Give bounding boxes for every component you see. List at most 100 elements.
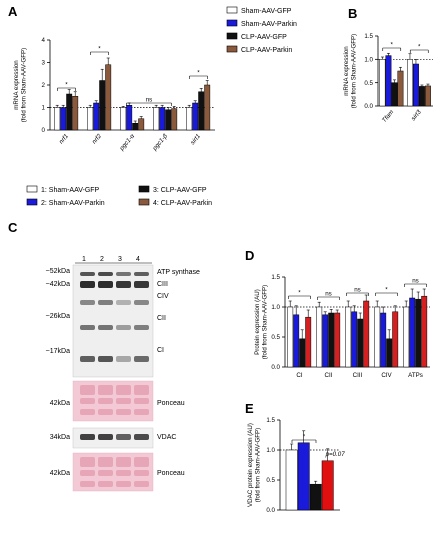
bar (392, 311, 399, 368)
bar (351, 311, 358, 368)
y-tick-label: 0 (42, 127, 46, 134)
bar (60, 107, 67, 131)
x-tick-label: CIII (353, 372, 363, 379)
bar (297, 442, 310, 511)
blot-target-label: ATP synthase (157, 269, 200, 276)
blot-band (134, 281, 149, 288)
legend-swatch-clp-gfp (226, 32, 238, 40)
legend-label-sham-gfp: Sham-AAV-GFP (241, 8, 292, 15)
ponceau-band (116, 398, 131, 404)
molecular-weight-label: 42kDa (50, 470, 70, 477)
significance-label: * (197, 70, 200, 77)
y-tick-label: 3 (42, 60, 46, 67)
significance-label: ns (325, 291, 332, 298)
blot-ponceau-2 (72, 452, 154, 492)
y-axis-label: mRNA expression (13, 60, 20, 110)
molecular-weight-label: ~17kDa (46, 348, 70, 355)
ponceau-band (116, 481, 131, 487)
panel-label-d: D (245, 248, 254, 263)
bar (171, 108, 178, 131)
blot-band (80, 272, 95, 276)
significance-label: * (391, 42, 394, 49)
ponceau-band (98, 470, 113, 476)
blot-band (80, 434, 95, 440)
bar (93, 102, 100, 131)
significance-label: * (298, 290, 301, 297)
significance-label: * (65, 82, 68, 89)
bar (391, 82, 398, 107)
bar (299, 338, 306, 368)
blot-band (134, 356, 149, 362)
y-tick-label: 0.0 (266, 507, 275, 514)
ponceau-band (80, 470, 95, 476)
y-axis-label: mRNA expression (343, 46, 350, 96)
bar (363, 300, 370, 368)
y-tick-label: 4 (42, 37, 46, 44)
significance-label: * (418, 44, 421, 51)
y-axis-label: (fold from Sham-AAV-GFP) (255, 428, 262, 503)
panel-label-c: C (8, 220, 18, 235)
y-tick-label: 1 (42, 105, 46, 112)
x-tick-label: CI (296, 372, 302, 379)
blot-band (98, 434, 113, 440)
legend-label-sham-parkin: Sham-AAV-Parkin (241, 21, 297, 28)
bar (380, 312, 387, 368)
y-tick-label: 1.0 (266, 447, 275, 454)
chart-e: 0.0 0.5 1.0 1.5 VDAC protein expression (AU)… (247, 417, 345, 514)
blot-band (116, 281, 131, 288)
lane-label: 1 (82, 256, 86, 263)
ponceau-band (134, 385, 149, 395)
ponceau-band (116, 470, 131, 476)
lane-label: 4 (136, 256, 140, 263)
bar (138, 118, 145, 131)
ponceau-band (80, 385, 95, 395)
ponceau-band (98, 457, 113, 467)
legend-swatch-sham-gfp (226, 6, 238, 14)
y-tick-label: 0.0 (271, 364, 280, 371)
ponceau-band (98, 398, 113, 404)
y-tick-label: 0.5 (364, 80, 373, 87)
bar (321, 460, 334, 511)
y-tick-label: 0.5 (271, 334, 280, 341)
legend-label-clp-gfp: CLP-AAV-GFP (241, 34, 287, 41)
blot-target-label: VDAC (157, 434, 176, 441)
bar (316, 306, 323, 368)
bar (374, 306, 381, 368)
molecular-weight-label: ~42kDa (46, 281, 70, 288)
bar (54, 107, 61, 131)
significance-label: ns (354, 287, 361, 294)
panel-label-e: E (245, 401, 254, 416)
significance-label: ns (412, 278, 419, 285)
bar (379, 59, 386, 107)
ponceau-band (134, 470, 149, 476)
ponceau-band (98, 409, 113, 415)
p-value-label: p=0.07 (325, 451, 346, 458)
bar (72, 96, 79, 131)
bar (204, 84, 211, 131)
ponceau-band (98, 481, 113, 487)
chart-d: 0.0 0.5 1.0 1.5 Protein expression (AU) (fold… (254, 274, 430, 379)
bar (165, 109, 172, 131)
x-tick-label: CIV (381, 372, 392, 379)
bar (105, 64, 112, 131)
ponceau-band (98, 385, 113, 395)
x-tick-label: nrf2 (91, 132, 104, 145)
y-tick-label: 1.5 (266, 417, 275, 424)
bar (126, 105, 133, 131)
x-tick-label: nrf1 (58, 133, 70, 146)
blot-band (116, 434, 131, 440)
ponceau-band (116, 457, 131, 467)
bar (159, 107, 166, 131)
y-axis-label: Protein expression (AU) (254, 289, 261, 355)
significance-label: ns (146, 97, 153, 104)
blot-band (116, 356, 131, 362)
x-tick-label: ATPs (408, 372, 423, 379)
blot-target-label: CIII (157, 281, 168, 288)
legend-mid-label-3: 3: CLP-AAV-GFP (153, 187, 207, 194)
blot-band (134, 272, 149, 276)
bar (328, 312, 335, 368)
molecular-weight-label: ~26kDa (46, 313, 70, 320)
legend-label-clp-parkin: CLP-AAV-Parkin (241, 47, 292, 54)
legend-mid-swatch-3 (138, 185, 150, 193)
ponceau-band (134, 457, 149, 467)
